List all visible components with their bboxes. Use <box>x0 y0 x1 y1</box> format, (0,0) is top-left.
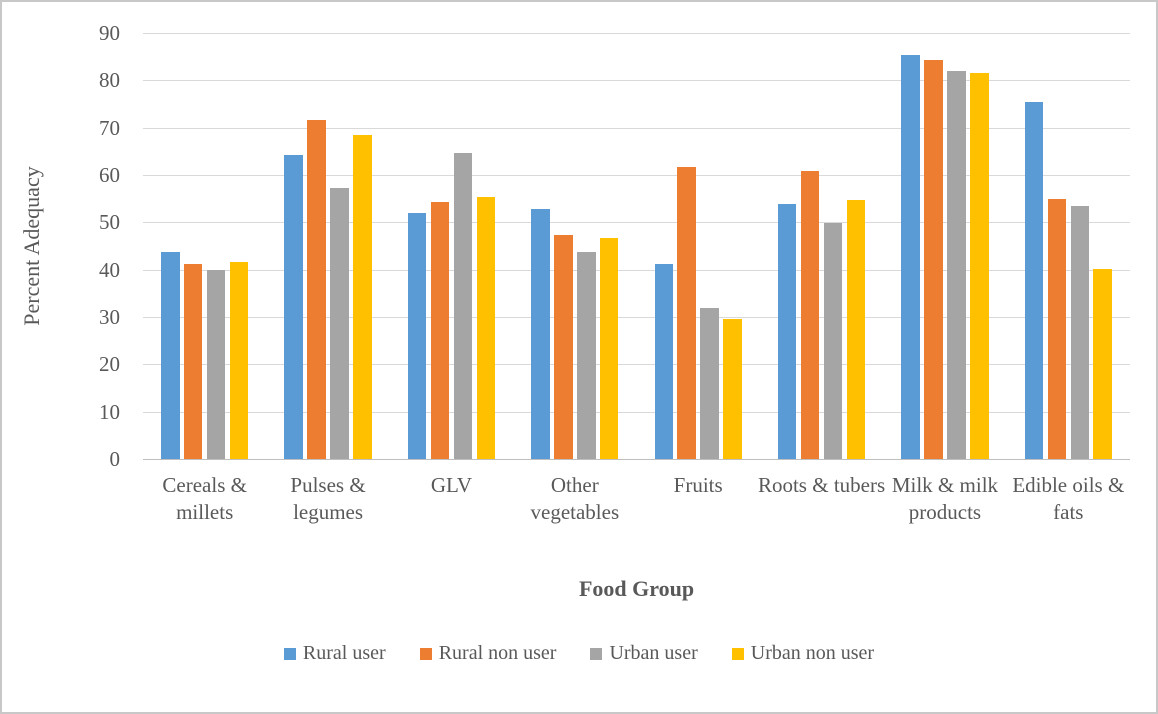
plot-area <box>143 28 1130 460</box>
legend-swatch-icon <box>731 647 744 660</box>
legend-label: Rural non user <box>438 642 557 664</box>
bar-urban-non-user-1 <box>229 261 249 459</box>
y-tick-label-50: 50 <box>99 210 120 235</box>
y-tick-label-30: 30 <box>99 305 120 329</box>
y-tick-label-80: 80 <box>99 68 120 93</box>
bar-rural-user-6 <box>777 203 797 459</box>
bar-rural-user-8 <box>1024 102 1044 459</box>
gridline-0 <box>143 459 1130 460</box>
y-tick-label-10: 10 <box>99 399 120 424</box>
gridline-10 <box>143 411 1130 413</box>
gridline-60 <box>143 175 1130 176</box>
bar-urban-user-3 <box>453 153 473 459</box>
bar-urban-non-user-7 <box>970 72 989 459</box>
bar-rural-non-user-7 <box>924 60 943 459</box>
legend-swatch-icon <box>590 647 603 660</box>
bar-urban-user-2 <box>330 188 349 459</box>
y-tick-label-0: 0 <box>109 447 121 471</box>
bar-urban-user-4 <box>577 252 596 459</box>
bar-rural-user-1 <box>161 252 180 459</box>
bar-urban-non-user-5 <box>723 318 742 459</box>
bar-urban-user-5 <box>700 308 719 459</box>
legend-item-rural-user: Rural user <box>283 642 386 665</box>
bar-urban-non-user-2 <box>353 134 372 459</box>
x-category-label-4: Other vegetables <box>530 473 620 524</box>
y-axis-title: Percent Adequacy <box>19 166 44 326</box>
x-category-label-3: GLV <box>430 473 473 497</box>
legend-item-urban-non-user: Urban non user <box>731 642 875 665</box>
y-tick-label-60: 60 <box>99 163 120 187</box>
bar-urban-user-8 <box>1070 206 1089 459</box>
bar-rural-user-2 <box>284 154 303 459</box>
x-category-label-8: Edible oils & fats <box>1012 473 1125 524</box>
gridline-80 <box>143 80 1130 82</box>
legend-swatch-icon <box>419 647 432 660</box>
gridline-90 <box>143 33 1130 34</box>
bar-rural-non-user-8 <box>1047 199 1067 459</box>
bar-urban-non-user-6 <box>846 200 866 459</box>
x-category-label-6: Roots & tubers <box>757 473 886 497</box>
y-tick-label-70: 70 <box>99 115 120 140</box>
legend-swatch-icon <box>283 647 296 660</box>
bar-urban-user-1 <box>206 270 226 459</box>
x-category-label-2: Pulses & legumes <box>290 473 366 524</box>
x-axis-title: Food Group <box>578 576 695 601</box>
legend-label: Rural user <box>302 642 386 664</box>
legend-item-urban-user: Urban user <box>590 642 698 665</box>
bar-rural-non-user-6 <box>800 171 820 459</box>
legend-label: Urban non user <box>750 642 875 664</box>
bar-urban-non-user-3 <box>476 196 496 459</box>
x-category-label-7: Milk & milk products <box>891 473 999 524</box>
gridline-50 <box>143 222 1130 224</box>
gridline-20 <box>143 364 1130 366</box>
bar-rural-non-user-2 <box>307 119 326 459</box>
gridline-40 <box>143 269 1130 271</box>
bar-rural-non-user-3 <box>430 201 450 459</box>
bar-rural-non-user-5 <box>677 166 696 459</box>
legend-item-rural-non-user: Rural non user <box>419 642 557 665</box>
bar-urban-non-user-4 <box>599 237 619 459</box>
y-tick-label-90: 90 <box>99 21 120 45</box>
bar-rural-non-user-4 <box>554 234 573 459</box>
legend: Rural user Rural non user Urban user Urban … <box>2 642 1156 665</box>
bar-urban-non-user-8 <box>1093 268 1112 459</box>
bar-urban-user-7 <box>947 71 966 459</box>
bar-rural-user-7 <box>901 55 920 459</box>
bar-rural-user-4 <box>531 208 550 459</box>
bar-rural-user-5 <box>654 264 674 459</box>
legend-label: Urban user <box>609 642 698 664</box>
gridline-70 <box>143 127 1130 129</box>
x-category-label-5: Fruits <box>673 473 723 497</box>
y-tick-label-40: 40 <box>99 257 120 282</box>
x-category-label-1: Cereals & millets <box>162 473 247 524</box>
gridline-30 <box>143 317 1130 318</box>
bar-rural-non-user-1 <box>183 264 203 459</box>
y-tick-label-20: 20 <box>99 352 120 377</box>
bar-rural-user-3 <box>407 212 427 459</box>
bar-urban-user-6 <box>823 223 843 459</box>
